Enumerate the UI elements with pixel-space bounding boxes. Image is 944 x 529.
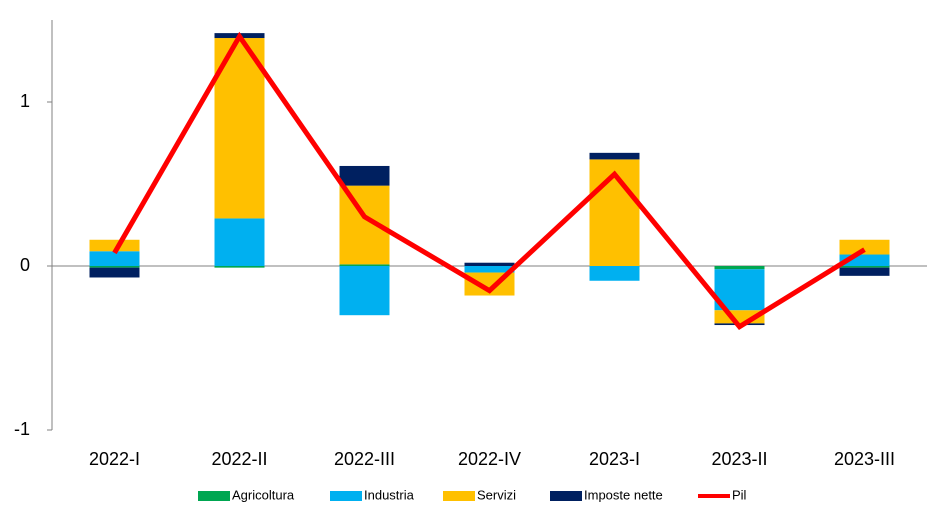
bar-segment	[89, 266, 140, 268]
bar-segment	[839, 239, 890, 255]
legend-label: Servizi	[477, 487, 516, 502]
y-tick-label: -1	[14, 419, 30, 439]
legend-swatch	[330, 491, 362, 501]
bar-segment	[339, 266, 390, 316]
legend-label: Imposte nette	[584, 487, 663, 502]
bar-segment	[589, 266, 640, 281]
bar-segment	[839, 254, 890, 266]
bar-segment	[214, 266, 265, 268]
bar-segment	[214, 218, 265, 266]
bar-segment	[839, 266, 890, 268]
legend-swatch	[198, 491, 230, 501]
bar-segment	[89, 239, 140, 252]
legend-swatch	[443, 491, 475, 501]
line	[112, 31, 866, 330]
bar-segment	[89, 267, 140, 278]
x-tick-label: 2022-I	[89, 449, 140, 469]
bar-segment	[339, 264, 390, 266]
y-tick-label: 1	[20, 91, 30, 111]
legend-label: Pil	[732, 487, 747, 502]
bar-segment	[714, 266, 765, 270]
x-tick-label: 2023-I	[589, 449, 640, 469]
bar-segment	[89, 251, 140, 266]
x-tick-label: 2023-III	[834, 449, 895, 469]
legend-label: Agricoltura	[232, 487, 295, 502]
y-tick-label: 0	[20, 255, 30, 275]
legend-label: Industria	[364, 487, 415, 502]
legend-swatch	[550, 491, 582, 501]
bar-segment	[839, 267, 890, 276]
bar-segment	[464, 266, 515, 273]
x-tick-label: 2022-III	[334, 449, 395, 469]
x-tick-label: 2023-II	[711, 449, 767, 469]
x-tick-label: 2022-II	[211, 449, 267, 469]
bar-segment	[464, 262, 515, 266]
bar-segment	[339, 165, 390, 186]
x-tick-label: 2022-IV	[458, 449, 521, 469]
bar-segment	[589, 152, 640, 160]
